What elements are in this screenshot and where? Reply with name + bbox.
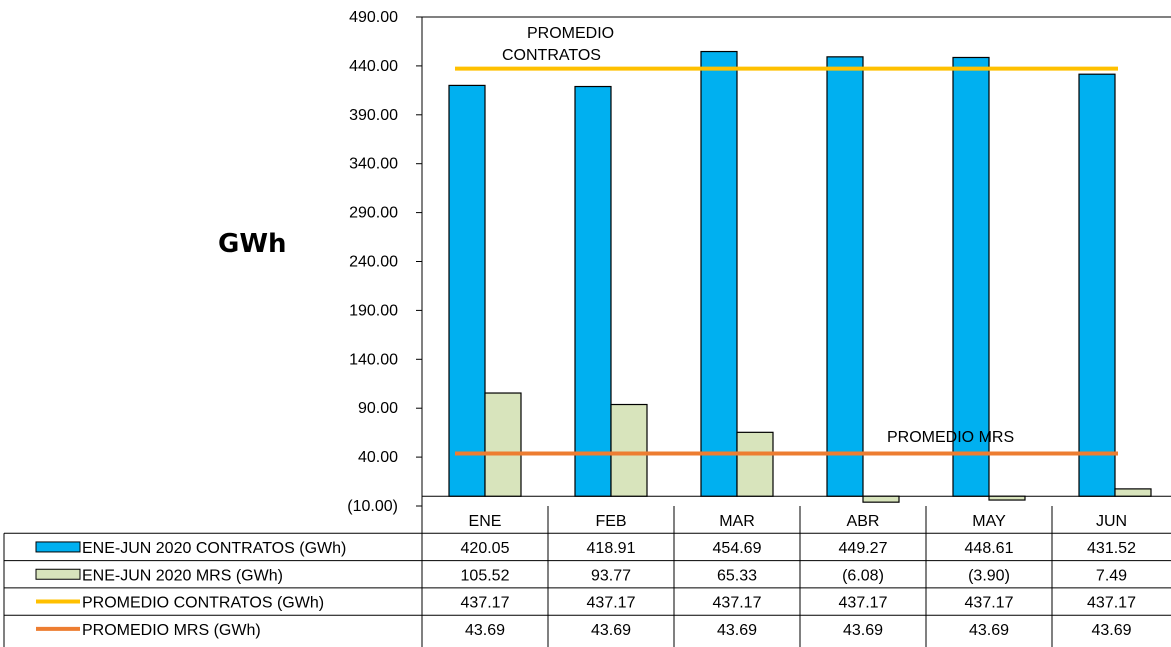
bar-contratos-may — [952, 56, 990, 497]
table-header-jun: JUN — [1096, 513, 1127, 530]
table-header-abr: ABR — [847, 513, 880, 530]
table-cell-mrs-mar: 65.33 — [717, 567, 757, 584]
table-cell-promedio-mrs-mar: 43.69 — [717, 622, 757, 639]
bar-contratos-ene — [448, 84, 486, 497]
bar-contratos-abr — [826, 56, 864, 497]
y-tick-label: 190.00 — [349, 302, 398, 319]
y-tick-label: 340.00 — [349, 156, 398, 173]
legend-key-contratos — [35, 541, 81, 553]
bar-contratos-jun — [1078, 73, 1116, 497]
table-header-mar: MAR — [719, 513, 755, 530]
table-cell-mrs-feb: 93.77 — [591, 567, 631, 584]
y-tick-label: (10.00) — [347, 498, 398, 515]
legend-label-mrs: ENE-JUN 2020 MRS (GWh) — [82, 567, 283, 584]
y-tick-label: 290.00 — [349, 205, 398, 222]
table-cell-promedio-mrs-may: 43.69 — [969, 622, 1009, 639]
legend-label-promedio-mrs: PROMEDIO MRS (GWh) — [82, 622, 261, 639]
table-cell-promedio-contratos-ene: 437.17 — [461, 595, 510, 612]
table-cell-promedio-contratos-abr: 437.17 — [839, 595, 888, 612]
y-tick-label: 390.00 — [349, 107, 398, 124]
table-cell-contratos-abr: 449.27 — [839, 540, 888, 557]
table-cell-mrs-jun: 7.49 — [1096, 567, 1127, 584]
table-cell-promedio-contratos-feb: 437.17 — [587, 595, 636, 612]
table-cell-contratos-may: 448.61 — [965, 540, 1014, 557]
bar-mrs-abr — [862, 495, 900, 503]
y-tick-label: 140.00 — [349, 351, 398, 368]
table-header-may: MAY — [972, 513, 1006, 530]
table-cell-promedio-contratos-jun: 437.17 — [1087, 595, 1136, 612]
bar-contratos-mar — [700, 50, 738, 497]
bar-contratos-feb — [574, 85, 612, 497]
table-cell-promedio-mrs-feb: 43.69 — [591, 622, 631, 639]
y-tick-label: 90.00 — [358, 400, 398, 417]
y-tick-label: 440.00 — [349, 58, 398, 75]
y-tick-label: 490.00 — [349, 9, 398, 26]
table-cell-promedio-mrs-ene: 43.69 — [465, 622, 505, 639]
legend-key-mrs — [35, 568, 81, 580]
table-cell-contratos-mar: 454.69 — [713, 540, 762, 557]
bar-mrs-may — [988, 495, 1026, 501]
bar-mrs-ene — [484, 392, 522, 497]
legend-label-contratos: ENE-JUN 2020 CONTRATOS (GWh) — [82, 540, 346, 557]
legend-label-promedio-contratos: PROMEDIO CONTRATOS (GWh) — [82, 595, 324, 612]
bar-mrs-jun — [1114, 488, 1152, 497]
table-cell-contratos-jun: 431.52 — [1087, 540, 1136, 557]
y-tick-label: 240.00 — [349, 254, 398, 271]
annotation-promedio-mrs: PROMEDIO MRS — [887, 429, 1014, 446]
table-header-feb: FEB — [595, 513, 626, 530]
annotation-promedio-contratos-2: CONTRATOS — [502, 47, 601, 64]
table-cell-promedio-contratos-mar: 437.17 — [713, 595, 762, 612]
table-cell-promedio-mrs-abr: 43.69 — [843, 622, 883, 639]
annotation-promedio-contratos-1: PROMEDIO — [527, 25, 614, 42]
y-axis-title: GWh — [218, 229, 287, 259]
table-cell-mrs-may: (3.90) — [968, 567, 1010, 584]
table-cell-contratos-feb: 418.91 — [587, 540, 636, 557]
table-cell-promedio-contratos-may: 437.17 — [965, 595, 1014, 612]
y-tick-label: 40.00 — [358, 449, 398, 466]
table-cell-contratos-ene: 420.05 — [461, 540, 510, 557]
table-cell-mrs-ene: 105.52 — [461, 567, 510, 584]
bar-mrs-feb — [610, 403, 648, 497]
bar-mrs-mar — [736, 431, 774, 497]
table-cell-promedio-mrs-jun: 43.69 — [1091, 622, 1131, 639]
table-header-ene: ENE — [469, 513, 502, 530]
table-cell-mrs-abr: (6.08) — [842, 567, 884, 584]
